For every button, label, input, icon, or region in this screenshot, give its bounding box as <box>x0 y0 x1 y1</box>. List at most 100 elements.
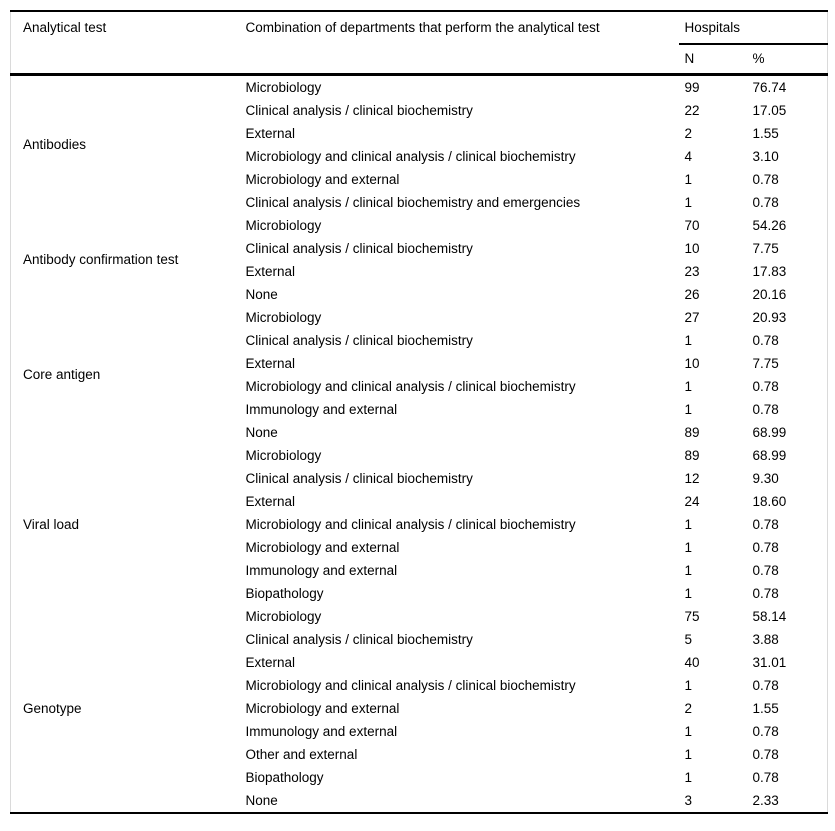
combination-cell: Microbiology and clinical analysis / cli… <box>245 148 576 164</box>
n-value-cell: 1 <box>684 746 693 762</box>
table-row: Microbiology and external 1 0.78 <box>11 168 828 191</box>
n-value-cell: 70 <box>684 217 700 233</box>
combination-cell: Immunology and external <box>245 401 398 417</box>
combination-cell: Microbiology <box>245 79 322 95</box>
column-header-percent: % <box>746 44 828 76</box>
n-value-cell: 1 <box>684 677 693 693</box>
percent-value-cell: 54.26 <box>752 217 787 233</box>
combination-cell: External <box>245 263 296 279</box>
n-value-cell: 40 <box>684 654 700 670</box>
n-value-cell: 24 <box>684 493 700 509</box>
table-row: External 10 7.75 <box>11 352 828 375</box>
combination-cell: Microbiology <box>245 217 322 233</box>
n-value-cell: 1 <box>684 562 693 578</box>
percent-value-cell: 0.78 <box>752 332 779 348</box>
table-row: Microbiology and clinical analysis / cli… <box>11 513 828 536</box>
table-row: None 89 68.99 <box>11 421 828 444</box>
percent-value-cell: 0.78 <box>752 562 779 578</box>
n-value-cell: 27 <box>684 309 700 325</box>
percent-value-cell: 0.78 <box>752 746 779 762</box>
table-row: Microbiology and external 2 1.55 <box>11 697 828 720</box>
combination-cell: Clinical analysis / clinical biochemistr… <box>245 332 473 348</box>
combination-cell: Immunology and external <box>245 562 398 578</box>
n-value-cell: 2 <box>684 125 693 141</box>
percent-value-cell: 17.05 <box>752 102 787 118</box>
n-value-cell: 12 <box>684 470 700 486</box>
table-row: External 40 31.01 <box>11 651 828 674</box>
combination-cell: External <box>245 355 296 371</box>
percent-value-cell: 0.78 <box>752 677 779 693</box>
header-row-main: Analytical test Combination of departmen… <box>10 11 828 76</box>
n-value-cell: 2 <box>684 700 693 716</box>
table-row: Other and external 1 0.78 <box>11 743 828 766</box>
table-row: Genotype Microbiology 75 58.14 <box>11 605 828 716</box>
table-row: Immunology and external 1 0.78 <box>11 559 828 582</box>
percent-value-cell: 3.88 <box>752 631 779 647</box>
percent-value-cell: 18.60 <box>752 493 787 509</box>
percent-value-cell: 0.78 <box>752 401 779 417</box>
n-value-cell: 89 <box>684 447 700 463</box>
percent-value-cell: 0.78 <box>752 585 779 601</box>
analytical-test-cell: Antibodies <box>23 137 87 152</box>
n-value-cell: 10 <box>684 355 700 371</box>
combination-cell: Biopathology <box>245 585 324 601</box>
percent-value-cell: 0.78 <box>752 769 779 785</box>
percent-value-cell: 9.30 <box>752 470 779 486</box>
table-row: Viral load Microbiology 89 68.99 <box>11 444 828 532</box>
table-row: Clinical analysis / clinical biochemistr… <box>11 99 828 122</box>
percent-value-cell: 31.01 <box>752 654 787 670</box>
percent-value-cell: 76.74 <box>752 79 787 95</box>
combination-cell: None <box>245 424 278 440</box>
combination-cell: External <box>245 493 296 509</box>
analytical-test-cell: Genotype <box>23 700 82 716</box>
percent-value-cell: 0.78 <box>752 171 779 187</box>
combination-cell: Microbiology and clinical analysis / cli… <box>245 677 576 693</box>
n-value-cell: 22 <box>684 102 700 118</box>
analytical-test-cell: Core antigen <box>23 367 101 382</box>
n-value-cell: 1 <box>684 539 693 555</box>
percent-value-cell: 0.78 <box>752 539 779 555</box>
n-value-cell: 1 <box>684 171 693 187</box>
combination-cell: Microbiology <box>245 608 322 624</box>
n-value-cell: 1 <box>684 378 693 394</box>
percent-value-cell: 0.78 <box>752 378 779 394</box>
percent-value-cell: 0.78 <box>752 194 779 210</box>
combination-cell: Clinical analysis / clinical biochemistr… <box>245 470 473 486</box>
table-row: Immunology and external 1 0.78 <box>11 720 828 743</box>
n-value-cell: 3 <box>684 792 693 808</box>
combination-cell: Microbiology and external <box>245 539 400 555</box>
analytical-test-cell: Viral load <box>23 516 80 532</box>
combination-cell: External <box>245 125 296 141</box>
percent-value-cell: 20.93 <box>752 309 787 325</box>
analytical-test-cell: Antibody confirmation test <box>23 252 179 267</box>
combination-cell: None <box>245 792 278 808</box>
percent-value-cell: 3.10 <box>752 148 779 164</box>
table-row: Clinical analysis / clinical biochemistr… <box>11 191 828 214</box>
n-value-cell: 1 <box>684 516 693 532</box>
table-row: Antibodies Microbiology 99 76.74 <box>11 74 828 153</box>
table-row: External 2 1.55 <box>11 122 828 145</box>
column-header-analytical-test: Analytical test <box>10 11 241 76</box>
combination-cell: Microbiology and external <box>245 171 400 187</box>
header-row-sub: N % <box>11 44 828 76</box>
percent-value-cell: 7.75 <box>752 355 779 371</box>
combination-cell: Clinical analysis / clinical biochemistr… <box>245 194 581 210</box>
n-value-cell: 5 <box>684 631 693 647</box>
n-value-cell: 1 <box>684 194 693 210</box>
table-row: Biopathology 1 0.78 <box>11 582 828 605</box>
n-value-cell: 1 <box>684 769 693 785</box>
n-value-cell: 1 <box>684 585 693 601</box>
n-value-cell: 4 <box>684 148 693 164</box>
table-row: External 23 17.83 <box>11 260 828 283</box>
combination-cell: Microbiology and clinical analysis / cli… <box>245 378 576 394</box>
combination-cell: External <box>245 654 296 670</box>
n-value-cell: 75 <box>684 608 700 624</box>
percent-value-cell: 58.14 <box>752 608 787 624</box>
percent-value-cell: 1.55 <box>752 700 779 716</box>
n-value-cell: 1 <box>684 401 693 417</box>
n-value-cell: 23 <box>684 263 700 279</box>
table-row: Immunology and external 1 0.78 <box>11 398 828 421</box>
table-row: Clinical analysis / clinical biochemistr… <box>11 237 828 260</box>
combination-cell: Other and external <box>245 746 358 762</box>
table-row: External 24 18.60 <box>11 490 828 513</box>
